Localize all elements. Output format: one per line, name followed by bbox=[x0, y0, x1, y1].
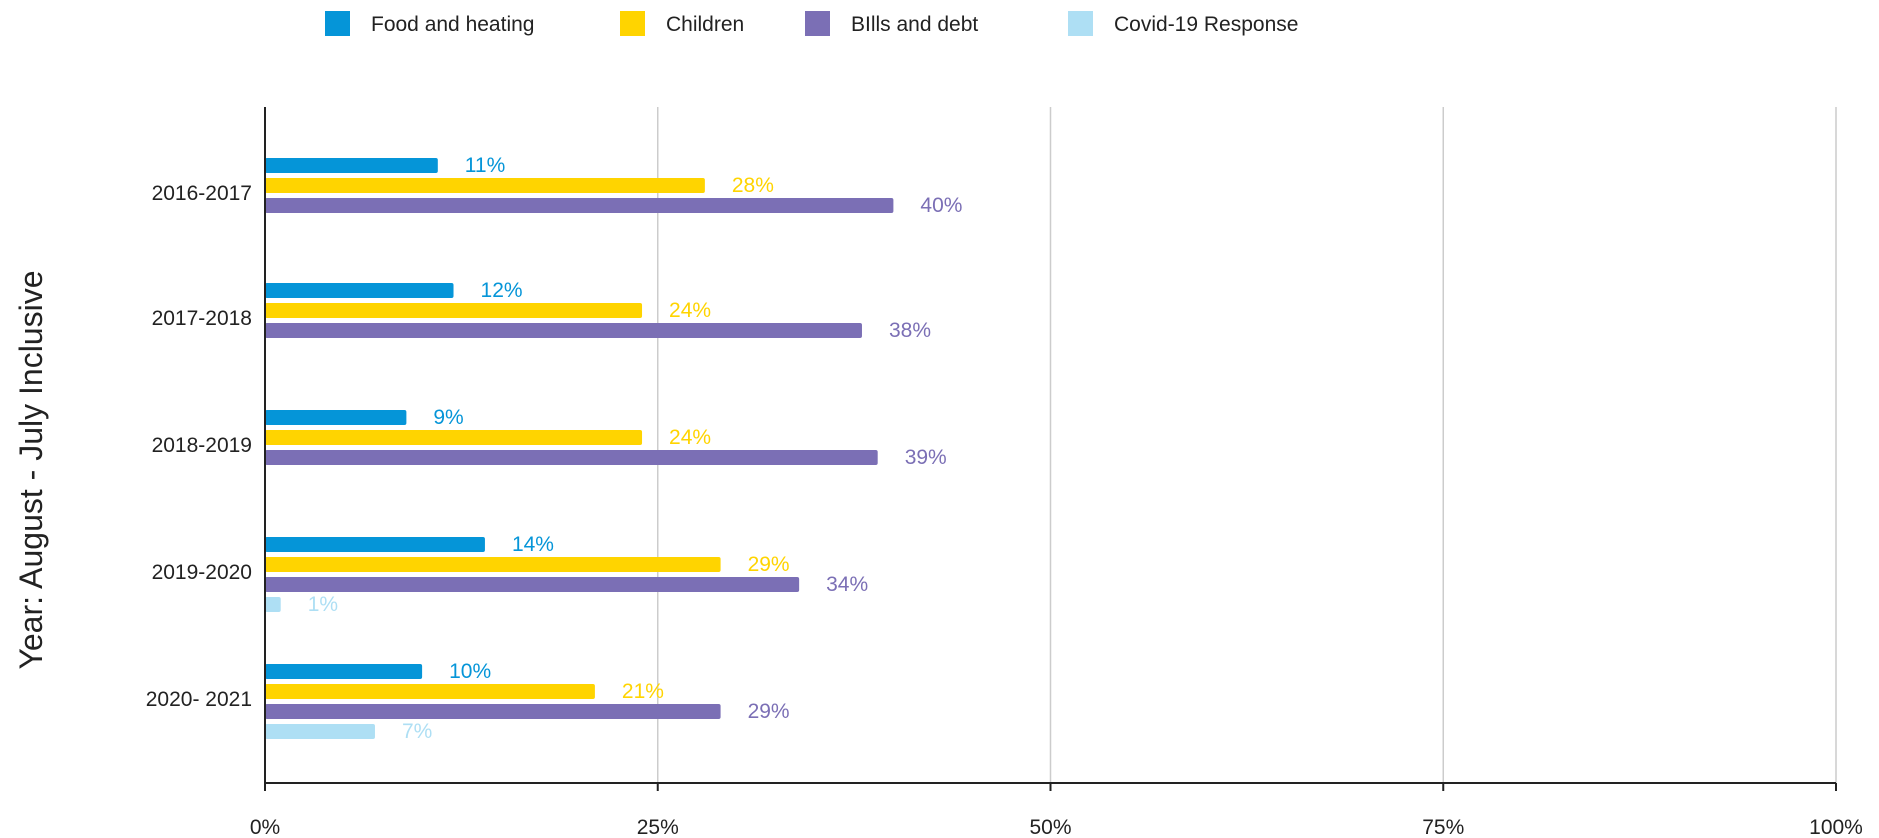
x-tick-label: 50% bbox=[1029, 816, 1071, 838]
legend-swatch bbox=[1068, 11, 1093, 36]
data-label: 24% bbox=[669, 426, 711, 449]
data-label: 24% bbox=[669, 299, 711, 322]
gridlines bbox=[657, 107, 1837, 783]
bar bbox=[265, 410, 407, 425]
data-labels: 11% 12% 9% 14% 10% 28% 24% 24% 29% 21% 40% 38% 39% 34… bbox=[308, 154, 963, 743]
data-label: 38% bbox=[889, 319, 931, 342]
bar bbox=[265, 724, 375, 739]
data-label: 40% bbox=[920, 194, 962, 217]
bar bbox=[265, 323, 862, 338]
data-label: 39% bbox=[905, 446, 947, 469]
bar bbox=[265, 158, 438, 173]
x-tick-label: 0% bbox=[250, 816, 280, 838]
category-label: 2020- 2021 bbox=[146, 688, 252, 711]
data-label: 21% bbox=[622, 680, 664, 703]
legend-item: Children bbox=[620, 11, 744, 36]
bar bbox=[265, 430, 643, 445]
data-label: 7% bbox=[402, 720, 432, 743]
bar bbox=[265, 577, 800, 592]
legend-label: BIlls and debt bbox=[851, 13, 978, 36]
data-label: 14% bbox=[512, 533, 554, 556]
bar bbox=[265, 537, 485, 552]
data-label: 29% bbox=[748, 553, 790, 576]
data-label: 11% bbox=[465, 154, 505, 177]
bar bbox=[265, 283, 454, 298]
bar bbox=[265, 557, 721, 572]
axes bbox=[264, 107, 1837, 791]
bar bbox=[265, 684, 595, 699]
category-labels: 2016-2017 2017-2018 2018-2019 2019-2020 2020… bbox=[146, 182, 252, 711]
data-label: 9% bbox=[433, 406, 463, 429]
legend-label: Children bbox=[666, 13, 744, 36]
bar bbox=[265, 450, 878, 465]
data-label: 10% bbox=[449, 660, 491, 683]
x-tick-label: 75% bbox=[1422, 816, 1464, 838]
bar bbox=[265, 597, 281, 612]
legend-item: Food and heating bbox=[325, 11, 534, 36]
x-tick-label: 100% bbox=[1809, 816, 1863, 838]
bar bbox=[265, 303, 643, 318]
bars bbox=[265, 158, 894, 739]
legend-label: Food and heating bbox=[371, 13, 534, 36]
bar bbox=[265, 178, 705, 193]
bar bbox=[265, 704, 721, 719]
legend-swatch bbox=[325, 11, 350, 36]
legend: Food and heating Children BIlls and debt Co… bbox=[325, 11, 1298, 36]
legend-swatch bbox=[620, 11, 645, 36]
data-label: 12% bbox=[481, 279, 523, 302]
legend-label: Covid-19 Response bbox=[1114, 13, 1298, 36]
y-axis-label: Year: August - July Inclusive bbox=[13, 270, 49, 669]
category-label: 2018-2019 bbox=[152, 434, 252, 457]
legend-item: Covid-19 Response bbox=[1068, 11, 1298, 36]
x-tick-labels: 0% 25% 50% 75% 100% bbox=[250, 816, 1863, 838]
legend-item: BIlls and debt bbox=[805, 11, 978, 36]
bar bbox=[265, 198, 894, 213]
data-label: 34% bbox=[826, 573, 868, 596]
data-label: 1% bbox=[308, 593, 338, 616]
category-label: 2017-2018 bbox=[152, 307, 252, 330]
legend-swatch bbox=[805, 11, 830, 36]
category-label: 2016-2017 bbox=[152, 182, 252, 205]
data-label: 28% bbox=[732, 174, 774, 197]
data-label: 29% bbox=[748, 700, 790, 723]
category-label: 2019-2020 bbox=[152, 561, 252, 584]
bar bbox=[265, 664, 423, 679]
x-tick-label: 25% bbox=[637, 816, 679, 838]
